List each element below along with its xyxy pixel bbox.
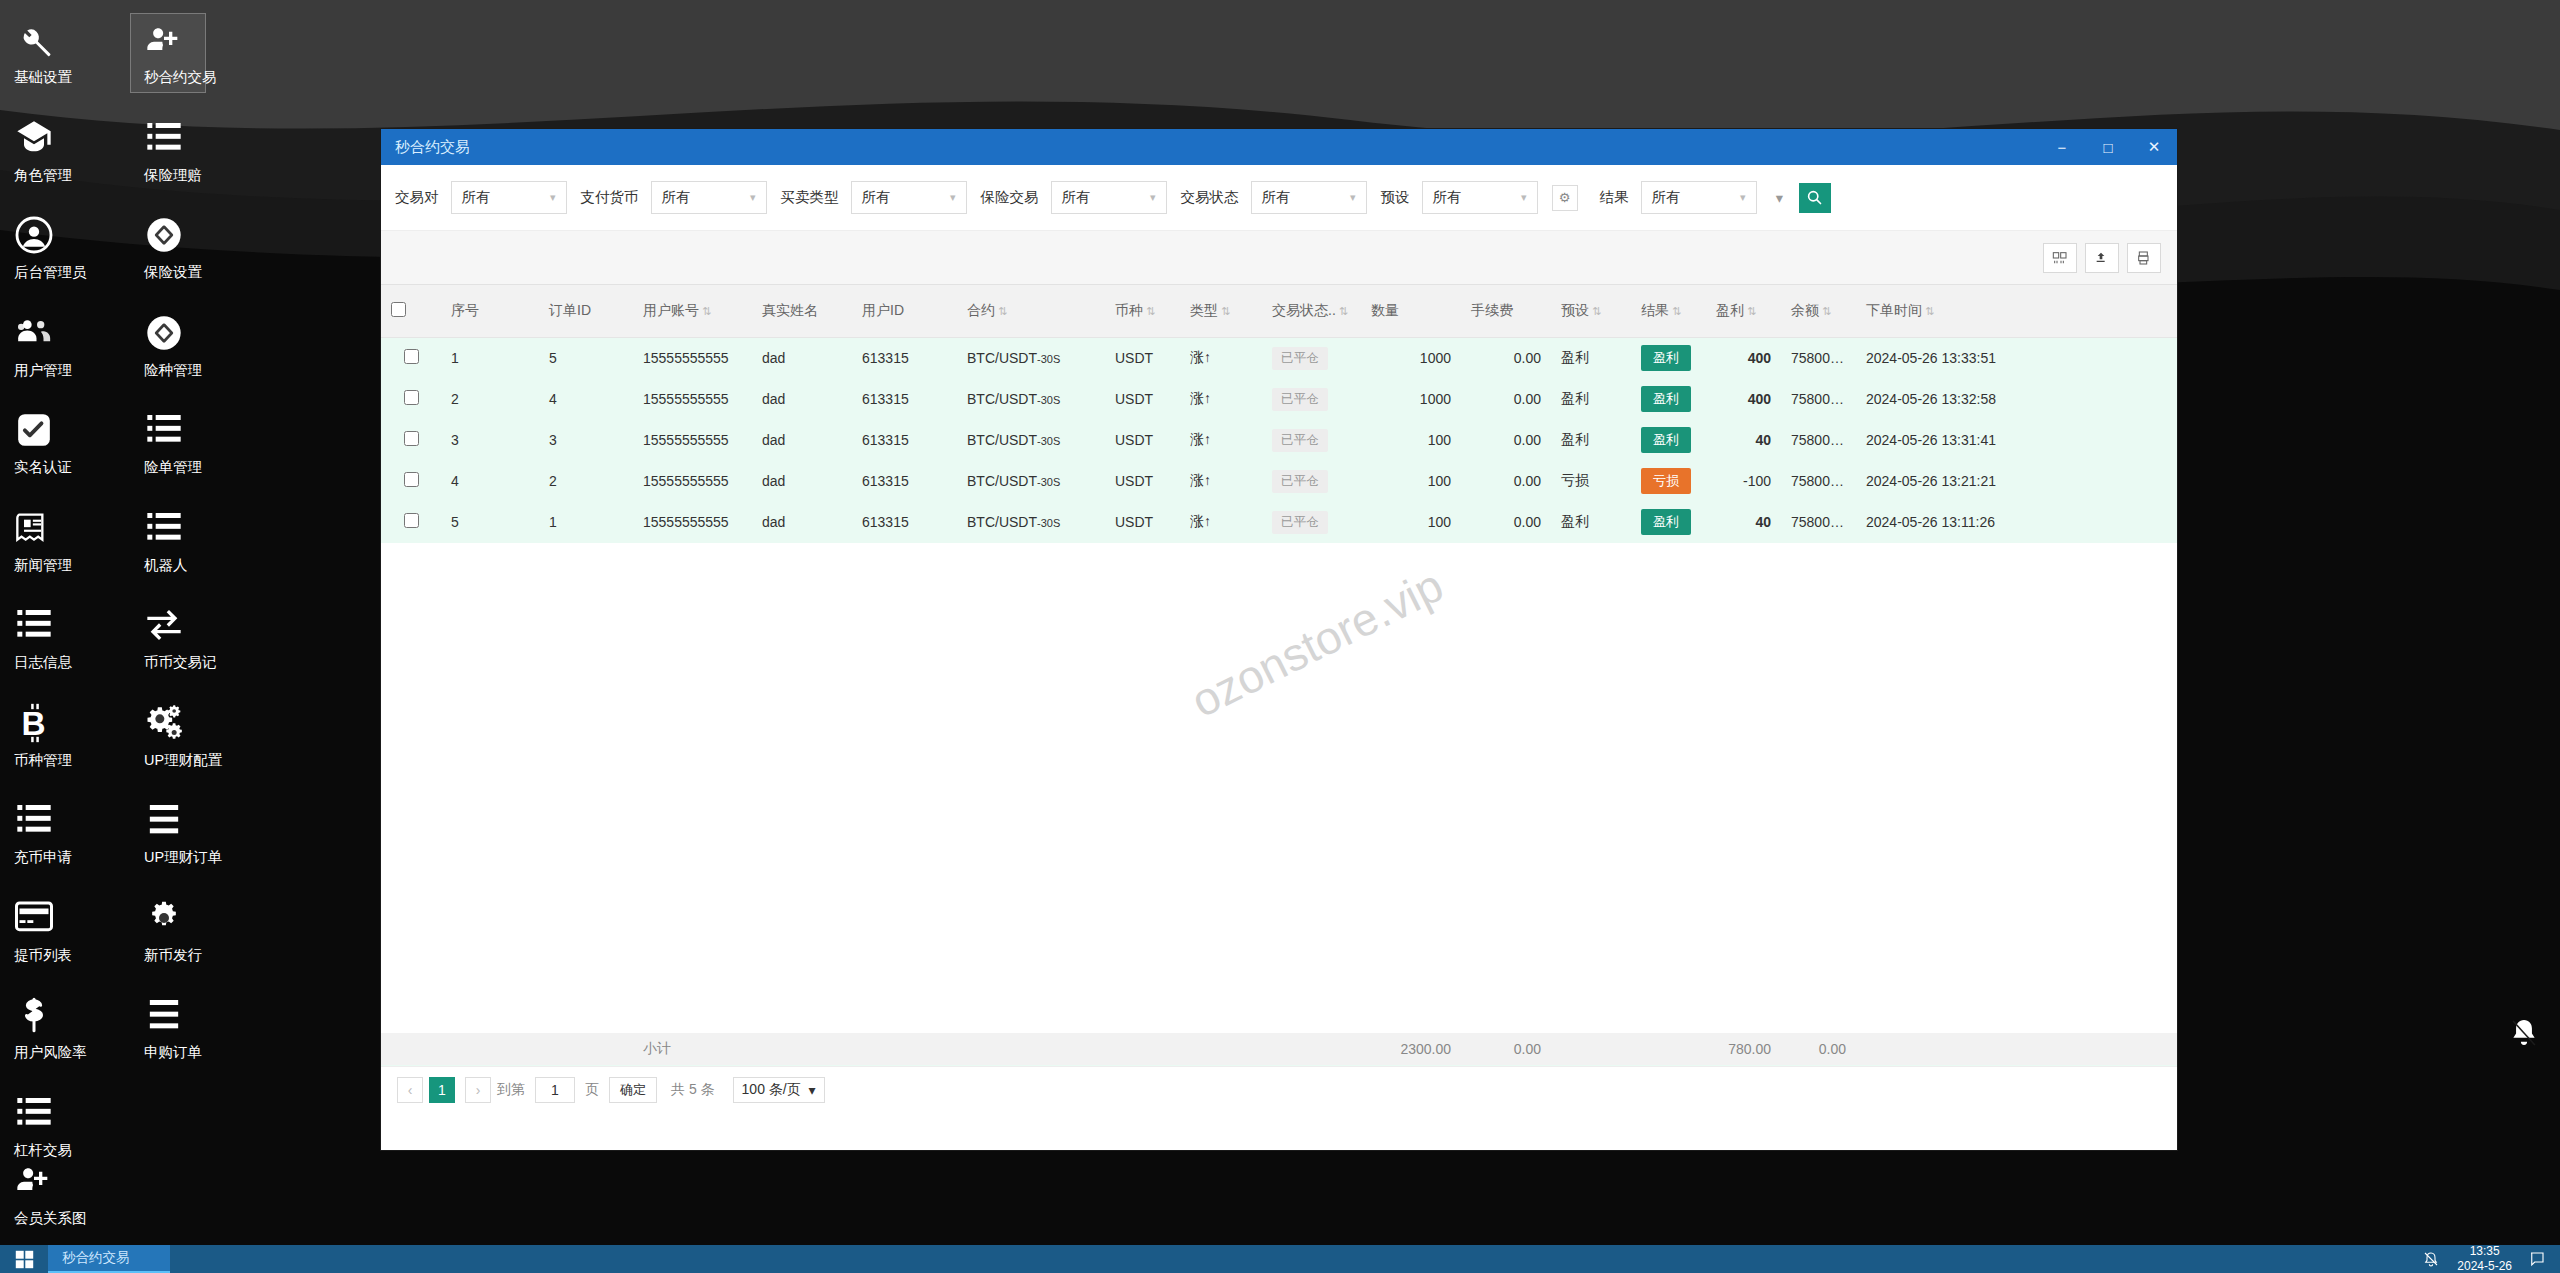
svg-text:B: B <box>22 704 46 741</box>
